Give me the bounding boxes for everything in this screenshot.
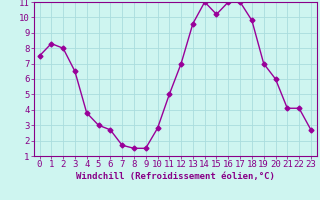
X-axis label: Windchill (Refroidissement éolien,°C): Windchill (Refroidissement éolien,°C) [76,172,275,181]
